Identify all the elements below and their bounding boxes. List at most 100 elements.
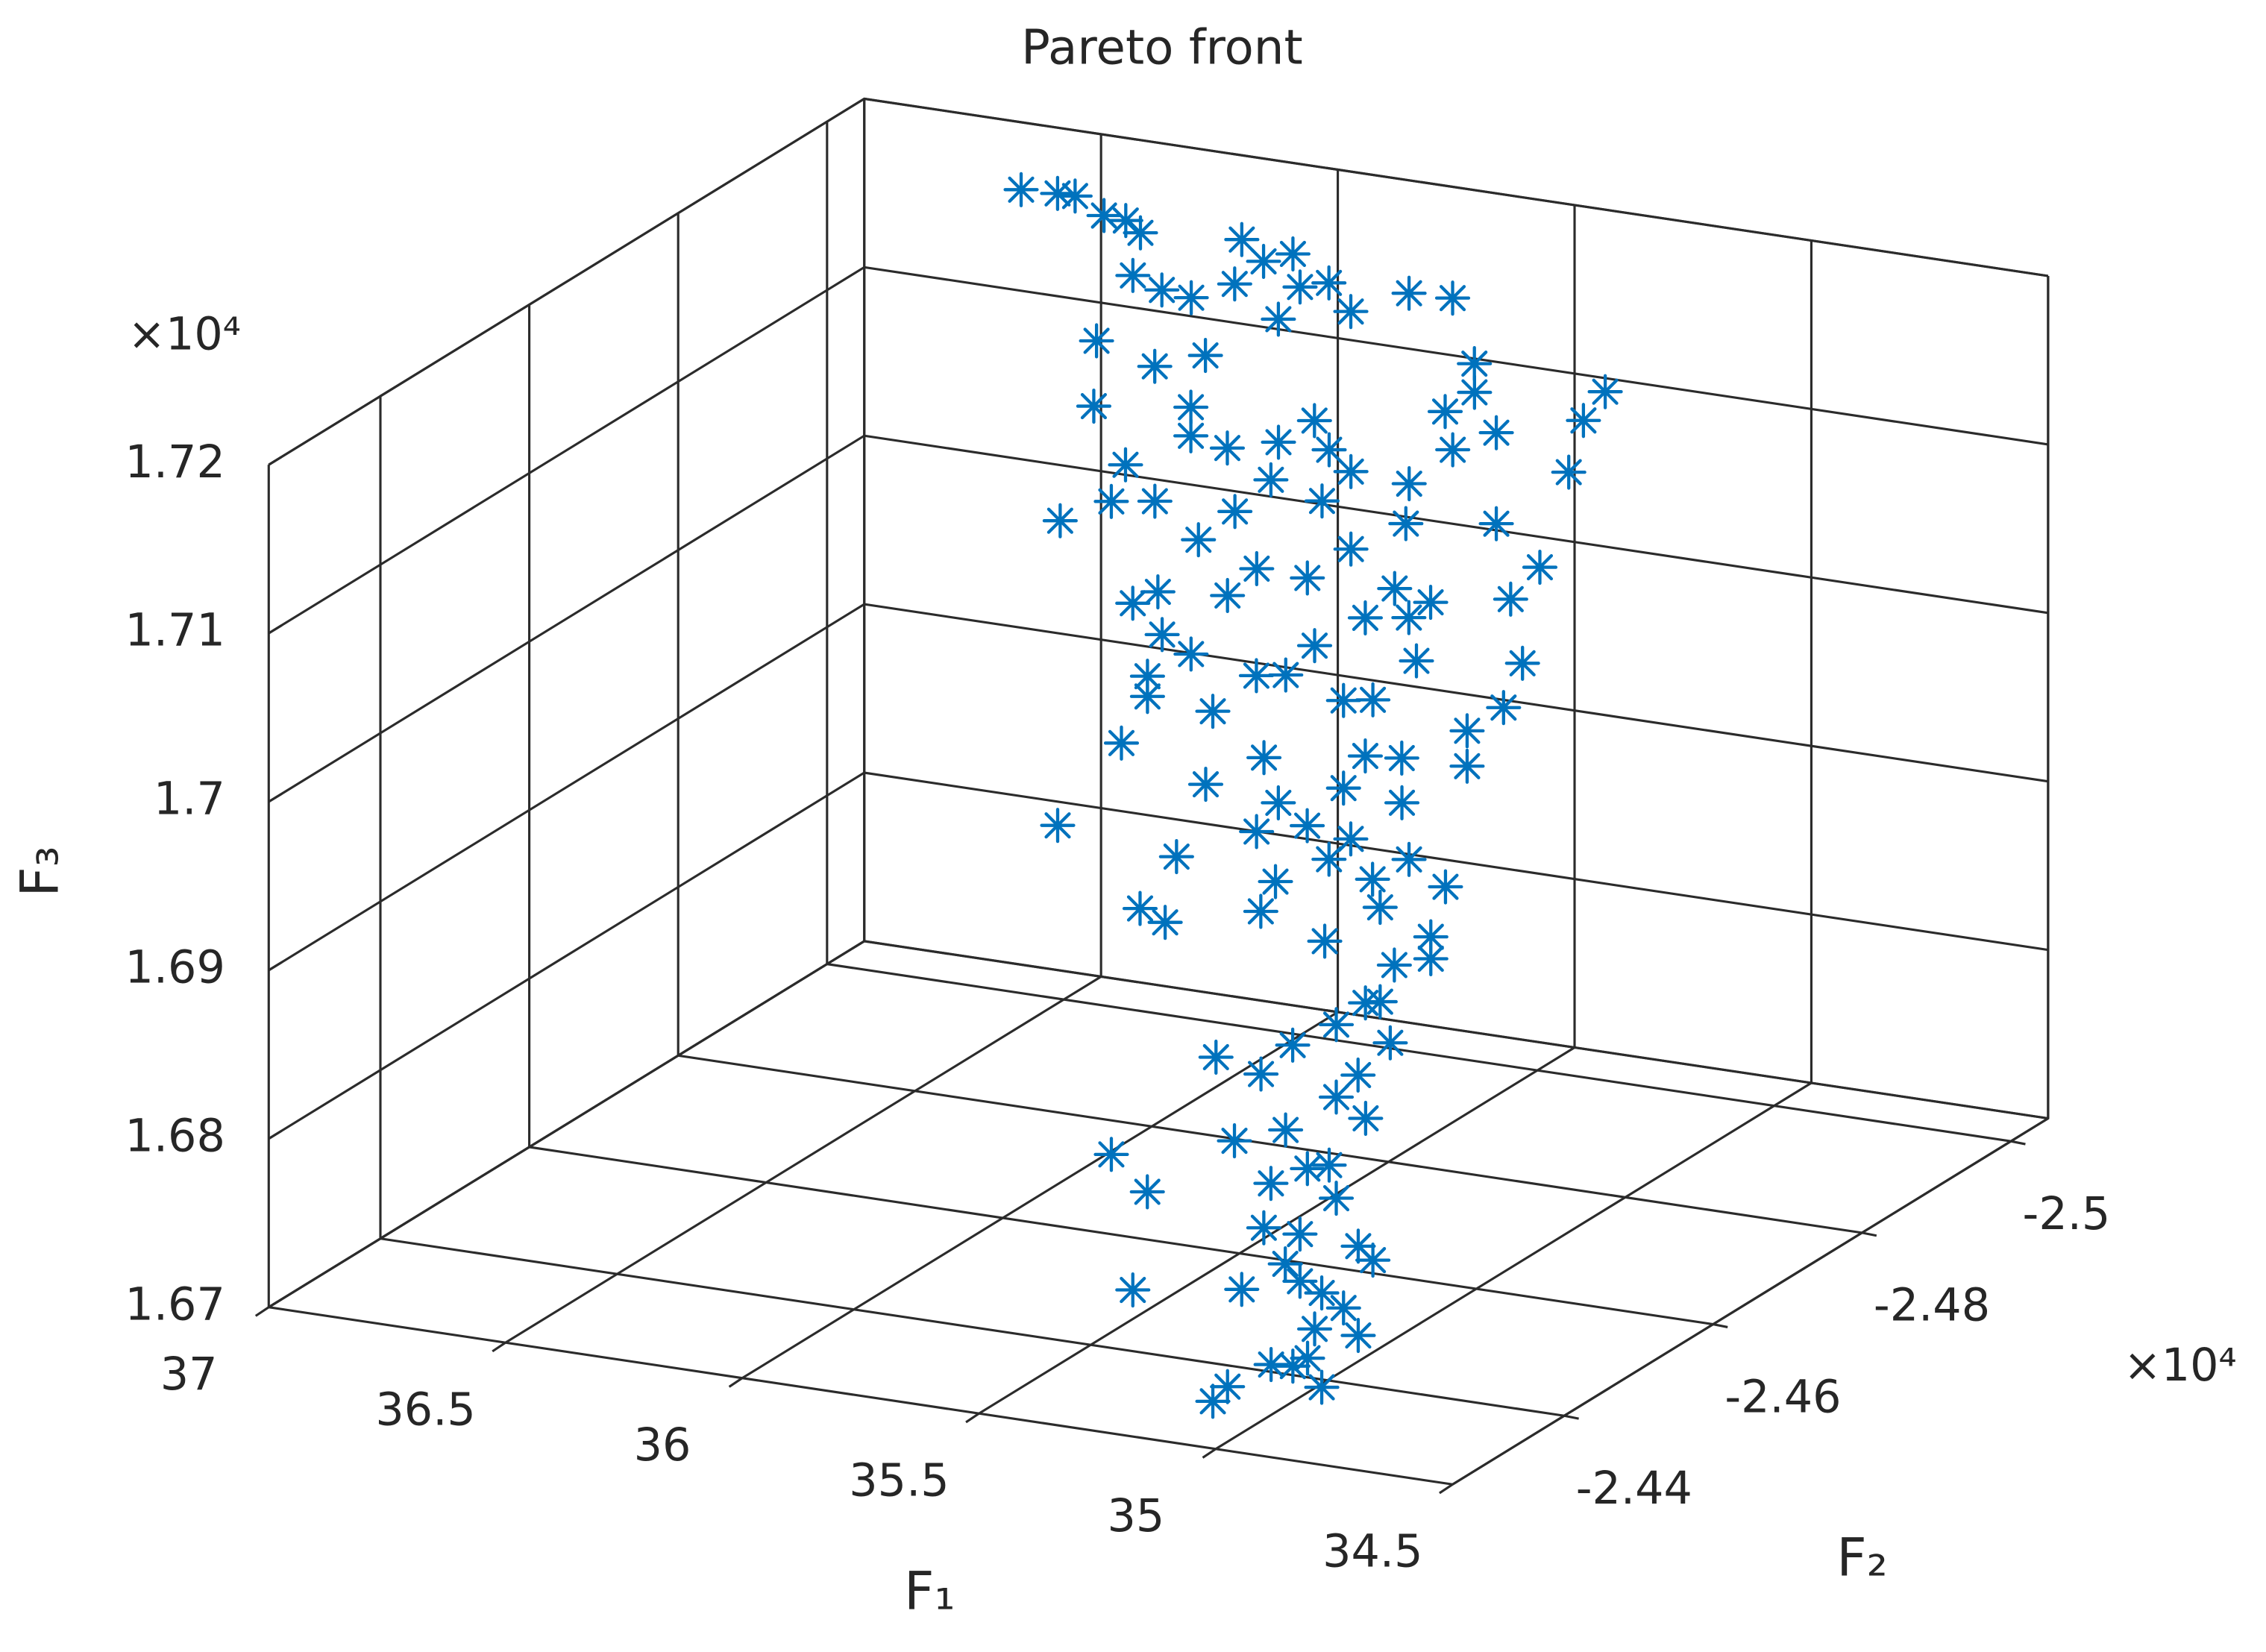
- marker-stroke: [1454, 753, 1481, 779]
- point: [1258, 864, 1293, 899]
- marker-stroke: [1265, 306, 1292, 333]
- marker-stroke: [1396, 604, 1422, 631]
- point: [1042, 503, 1078, 538]
- marker-stroke: [1134, 683, 1161, 710]
- marker-stroke: [1202, 1043, 1229, 1071]
- marker-stroke: [1396, 280, 1422, 307]
- marker-stroke: [1061, 183, 1088, 210]
- x-tick-label: 35: [1107, 1490, 1164, 1542]
- marker-stroke: [1461, 379, 1488, 406]
- x-tick-label: 35.5: [849, 1454, 949, 1507]
- marker-stroke: [1120, 1276, 1146, 1304]
- point: [1253, 1166, 1289, 1202]
- point: [1307, 923, 1343, 959]
- marker-stroke: [1222, 498, 1249, 525]
- z-grid-line: [268, 97, 2049, 466]
- marker-stroke: [1185, 527, 1212, 553]
- z-grid-line: [268, 771, 2049, 1140]
- z-grid-line: [268, 434, 2049, 803]
- point: [1261, 301, 1296, 337]
- point: [1391, 465, 1427, 502]
- marker-stroke: [1279, 240, 1306, 268]
- point: [1290, 560, 1325, 596]
- marker-stroke: [1322, 1184, 1350, 1212]
- z-tick: [268, 456, 283, 466]
- point: [1238, 658, 1274, 694]
- y-axis-label: F₂: [1836, 1527, 1887, 1589]
- marker-stroke: [1366, 894, 1393, 921]
- marker-stroke: [1316, 846, 1343, 873]
- marker-stroke: [1301, 407, 1328, 434]
- point: [1275, 236, 1311, 272]
- marker-stroke: [1345, 1322, 1372, 1349]
- marker-stroke: [1248, 1061, 1275, 1087]
- z-tick: [268, 1129, 283, 1140]
- marker-stroke: [1080, 392, 1108, 420]
- point: [1325, 1290, 1361, 1326]
- point: [1304, 483, 1340, 519]
- z-tick: [268, 792, 283, 803]
- marker-stroke: [1417, 923, 1444, 950]
- point: [1522, 550, 1558, 585]
- marker-stroke: [1199, 698, 1226, 725]
- marker-stroke: [1250, 1214, 1277, 1241]
- marker-stroke: [1126, 895, 1154, 922]
- point: [1449, 748, 1485, 784]
- y-grid-line: [826, 122, 2012, 1143]
- point: [1115, 1272, 1151, 1308]
- marker-stroke: [1272, 662, 1299, 688]
- marker-stroke: [1272, 1116, 1299, 1143]
- marker-stroke: [1294, 565, 1321, 591]
- point: [1261, 424, 1296, 460]
- point: [1325, 770, 1361, 806]
- y-grid-line: [677, 213, 1862, 1234]
- point: [1304, 1275, 1340, 1311]
- z-tick-label: 1.7: [154, 773, 225, 826]
- x-grid-line: [504, 134, 1102, 1344]
- point: [1434, 280, 1471, 316]
- z-multiplier: ×10⁴: [128, 308, 241, 360]
- marker-stroke: [1258, 1170, 1284, 1197]
- marker-stroke: [1360, 686, 1387, 713]
- point: [1587, 374, 1623, 409]
- point: [1384, 785, 1420, 820]
- point: [1261, 785, 1296, 820]
- marker-stroke: [1141, 488, 1168, 515]
- marker-stroke: [1330, 687, 1357, 714]
- point: [1399, 643, 1434, 679]
- point: [1115, 585, 1151, 621]
- x-tick: [254, 1306, 270, 1317]
- point: [1217, 1123, 1252, 1159]
- point: [1282, 1216, 1318, 1252]
- marker-stroke: [1214, 582, 1241, 609]
- marker-stroke: [1098, 1141, 1125, 1168]
- point: [1388, 506, 1424, 541]
- point: [1144, 272, 1180, 308]
- marker-stroke: [1214, 435, 1241, 462]
- point: [1333, 821, 1369, 857]
- point: [1173, 280, 1209, 315]
- marker-stroke: [1509, 650, 1536, 676]
- point: [1318, 1180, 1355, 1216]
- marker-stroke: [1287, 1221, 1314, 1248]
- marker-stroke: [1396, 846, 1422, 873]
- point: [1108, 203, 1143, 239]
- point: [1246, 243, 1281, 279]
- marker-stroke: [1272, 1251, 1299, 1278]
- point: [1129, 1174, 1165, 1210]
- point: [1348, 1100, 1384, 1137]
- y-tick-label: -2.44: [1576, 1463, 1692, 1515]
- point: [1224, 1272, 1260, 1307]
- point: [1333, 531, 1369, 567]
- point: [1173, 636, 1209, 672]
- point: [1427, 394, 1463, 430]
- marker-stroke: [1265, 789, 1292, 816]
- x-tick: [492, 1341, 506, 1353]
- point: [1253, 462, 1289, 497]
- point: [1198, 1039, 1234, 1075]
- point: [1158, 839, 1194, 875]
- x-grid-line: [978, 204, 1576, 1415]
- marker-stroke: [1243, 555, 1270, 582]
- point: [1282, 269, 1318, 305]
- marker-stroke: [1432, 873, 1459, 900]
